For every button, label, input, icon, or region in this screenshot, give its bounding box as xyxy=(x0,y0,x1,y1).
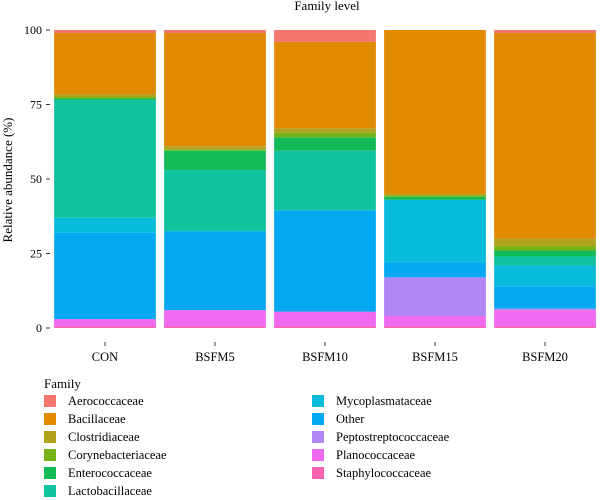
bar-segment xyxy=(494,30,596,33)
legend-item: Planococcaceae xyxy=(312,446,415,464)
y-tick-label: 75 xyxy=(30,98,42,112)
legend-swatch xyxy=(312,413,324,425)
bar-segment xyxy=(164,170,266,232)
bar-segment xyxy=(164,149,266,151)
bar-segment xyxy=(384,195,486,197)
x-tick-label: BSFM10 xyxy=(302,350,348,364)
bar-segment xyxy=(274,210,376,312)
legend-swatch xyxy=(44,485,56,497)
bar-segment xyxy=(164,146,266,150)
x-tick-label: BSFM20 xyxy=(522,350,568,364)
y-axis: 0 25 50 75 100 xyxy=(24,23,50,335)
y-tick-label: 100 xyxy=(24,23,42,37)
legend-label: Clostridiaceae xyxy=(68,429,140,444)
bar-segment xyxy=(494,308,596,311)
bar-segment xyxy=(384,326,486,328)
bar-segment xyxy=(384,277,486,317)
legend-item: Clostridiaceae xyxy=(44,428,140,446)
bar-segment xyxy=(164,32,266,147)
bar-segment xyxy=(494,265,596,287)
legend-label: Enterococcaceae xyxy=(68,465,152,480)
legend-label: Other xyxy=(336,411,365,426)
bar-segment xyxy=(54,326,156,328)
legend-label: Planococcaceae xyxy=(336,447,416,462)
bar-segment xyxy=(54,32,156,95)
y-tick-label: 25 xyxy=(30,247,42,261)
legend-title: Family xyxy=(44,376,81,391)
x-tick-label: BSFM15 xyxy=(412,350,458,364)
legend-item: Enterococcaceae xyxy=(44,464,152,482)
bar-segment xyxy=(54,217,156,233)
legend-swatch xyxy=(312,467,324,479)
bar-segment xyxy=(384,316,486,327)
legend-swatch xyxy=(44,413,56,425)
y-tick-label: 50 xyxy=(30,172,42,186)
bar-segment xyxy=(54,30,156,33)
bars-group xyxy=(54,30,596,328)
bar-segment xyxy=(274,150,376,211)
bar-segment xyxy=(494,310,596,327)
legend-swatch xyxy=(44,431,56,443)
legend: Family Aerococcaceae Bacillaceae Clostridi… xyxy=(44,376,584,498)
legend-swatch xyxy=(312,395,324,407)
legend-swatch xyxy=(44,449,56,461)
bar-segment xyxy=(54,98,156,101)
legend-label: Staphylococcaceae xyxy=(336,465,432,480)
bar-segment xyxy=(494,326,596,328)
y-tick-label: 0 xyxy=(36,321,42,335)
x-tick-label: CON xyxy=(92,350,118,364)
legend-swatch xyxy=(312,431,324,443)
chart-title: Family level xyxy=(294,0,360,13)
bar-segment xyxy=(164,231,266,311)
legend-item: Other xyxy=(312,410,364,428)
bar-segment xyxy=(274,30,376,42)
bar-segment xyxy=(164,326,266,328)
bar-segment xyxy=(384,196,486,200)
legend-label: Bacillaceae xyxy=(68,411,126,426)
x-tick-label: BSFM5 xyxy=(195,350,235,364)
bar-segment xyxy=(494,250,596,257)
legend-label: Corynebacteriaceae xyxy=(68,447,167,462)
bar-segment xyxy=(54,232,156,320)
legend-swatch xyxy=(312,449,324,461)
bar-segment xyxy=(164,310,266,327)
bar-segment xyxy=(274,311,376,327)
legend-item: Lactobacillaceae xyxy=(44,482,152,500)
bar-segment xyxy=(274,326,376,328)
legend-item: Peptostreptococcaceae xyxy=(312,428,449,446)
bar-segment xyxy=(274,137,376,151)
legend-item: Bacillaceae xyxy=(44,410,126,428)
bar-segment xyxy=(164,30,266,33)
bar-segment xyxy=(494,32,596,239)
legend-item: Aerococcaceae xyxy=(44,392,144,410)
bar-segment xyxy=(494,246,596,251)
legend-swatch xyxy=(44,395,56,407)
bar-segment xyxy=(384,262,486,278)
bar-segment xyxy=(274,132,376,138)
bar-segment xyxy=(494,238,596,247)
y-axis-label: Relative abundance (%) xyxy=(0,118,15,243)
legend-label: Aerococcaceae xyxy=(68,393,144,408)
bar-segment xyxy=(274,41,376,129)
bar-segment xyxy=(54,100,156,218)
x-axis: CON BSFM5 BSFM10 BSFM15 BSFM20 xyxy=(92,342,568,364)
bar-segment xyxy=(494,286,596,309)
legend-label: Mycoplasmataceae xyxy=(336,393,432,408)
legend-swatch xyxy=(44,467,56,479)
bar-segment xyxy=(494,256,596,266)
bar-segment xyxy=(384,199,486,263)
bar-segment xyxy=(164,150,266,171)
legend-label: Lactobacillaceae xyxy=(68,483,152,498)
bar-segment xyxy=(274,128,376,133)
bar-segment xyxy=(54,97,156,99)
legend-item: Staphylococcaceae xyxy=(312,464,431,482)
bar-segment xyxy=(54,319,156,327)
legend-item: Mycoplasmataceae xyxy=(312,392,432,410)
bar-segment xyxy=(54,94,156,98)
bar-segment xyxy=(384,193,486,196)
legend-label: Peptostreptococcaceae xyxy=(336,429,450,444)
legend-item: Corynebacteriaceae xyxy=(44,446,167,464)
bar-segment xyxy=(384,30,486,194)
